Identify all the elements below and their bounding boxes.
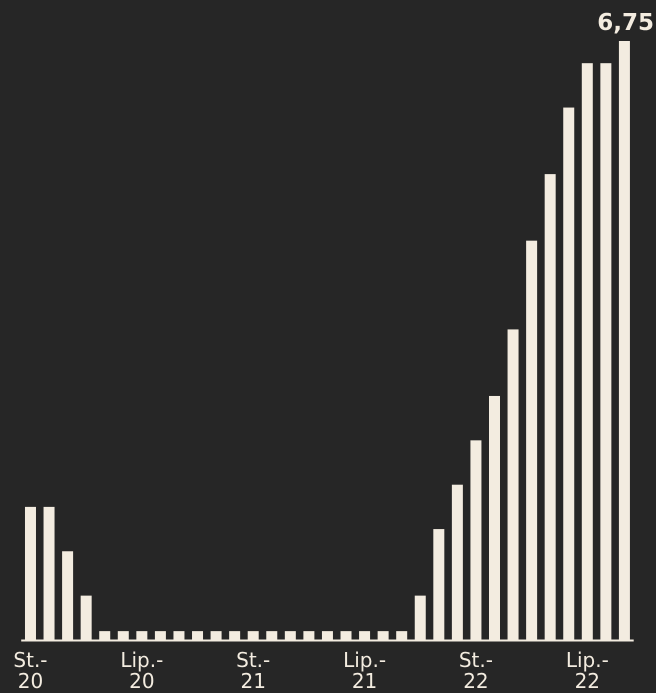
bar [414, 595, 426, 640]
bar [359, 631, 371, 640]
bar [192, 631, 204, 640]
bar [563, 107, 575, 641]
bar [154, 631, 166, 640]
bar [24, 506, 36, 640]
bar [526, 240, 538, 640]
bar [62, 551, 74, 640]
bar [396, 631, 408, 640]
bar [229, 631, 241, 640]
value-label: 6,75 [597, 10, 654, 36]
bar [247, 631, 259, 640]
bar [600, 63, 612, 641]
x-tick-label: St.- 22 [458, 648, 493, 693]
bar [173, 631, 185, 640]
bar [377, 631, 389, 640]
bar [117, 631, 129, 640]
bar [321, 631, 333, 640]
x-tick-label: St.- 20 [13, 648, 48, 693]
x-tick-label: Lip.- 21 [343, 648, 387, 693]
bar [136, 631, 148, 640]
x-tick-label: Lip.- 22 [565, 648, 609, 693]
bar [303, 631, 315, 640]
bar [80, 595, 92, 640]
x-tick-label: Lip.- 20 [120, 648, 164, 693]
bar [340, 631, 352, 640]
bar [507, 329, 519, 640]
bar [99, 631, 111, 640]
bar [284, 631, 296, 640]
bar [581, 63, 593, 641]
bar [544, 174, 556, 640]
bar [210, 631, 222, 640]
bar [266, 631, 278, 640]
bar [618, 41, 630, 640]
bar [433, 529, 445, 640]
bar [488, 395, 500, 640]
bar [43, 506, 55, 640]
bar [451, 484, 463, 640]
bar [470, 440, 482, 640]
x-tick-label: St.- 21 [236, 648, 271, 693]
